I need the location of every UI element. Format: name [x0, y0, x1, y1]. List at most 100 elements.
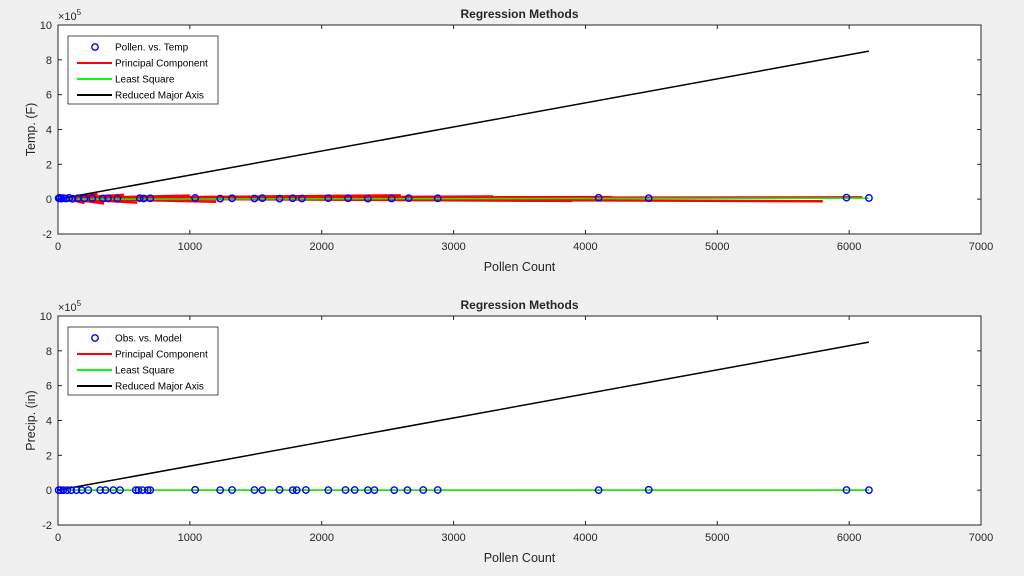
series-layer-bottom — [54, 341, 873, 495]
series-layer-top — [54, 50, 873, 205]
data-point — [275, 485, 284, 494]
legend-box-bottom — [67, 326, 219, 396]
data-point — [250, 194, 259, 203]
chart-title-bottom: Regression Methods — [460, 298, 578, 312]
data-point — [298, 194, 306, 203]
x-tick-label: 4000 — [573, 241, 597, 253]
y-tick-label: 4 — [46, 416, 52, 428]
data-point — [433, 486, 442, 494]
data-point — [250, 486, 259, 494]
data-point — [228, 486, 236, 494]
y-exponent-base-top: ×10 — [58, 11, 77, 23]
data-point — [80, 194, 89, 203]
data-point — [594, 193, 603, 202]
data-point — [138, 486, 147, 495]
y-exponent-power-bottom: 5 — [77, 299, 82, 308]
data-point — [146, 486, 155, 495]
y-tick-label: 2 — [46, 159, 52, 171]
data-point — [350, 486, 359, 494]
data-point — [216, 194, 225, 203]
data-point — [370, 486, 379, 495]
legend-entry-label: Principal Component — [115, 59, 208, 70]
x-axis-label-top: Pollen Count — [484, 260, 556, 274]
data-point — [143, 486, 152, 495]
reduced-major-axis-line — [57, 50, 870, 200]
data-point — [363, 194, 372, 203]
data-point — [258, 486, 267, 495]
data-point — [288, 486, 297, 495]
legend-entry-label: Obs. vs. Model — [115, 334, 182, 345]
reduced-major-axis-line — [57, 341, 870, 491]
x-tick-label: 0 — [55, 241, 61, 253]
x-tick-label: 0 — [55, 532, 61, 544]
data-point — [324, 194, 333, 203]
data-point — [116, 486, 124, 495]
x-tick-label: 3000 — [441, 532, 465, 544]
legend-entry-label: Pollen. vs. Temp — [115, 43, 189, 54]
y-ticks-bottom: -2 0 2 4 6 8 10 — [40, 311, 981, 532]
x-tick-label: 7000 — [969, 241, 993, 253]
data-point — [419, 486, 428, 494]
data-point — [63, 486, 72, 495]
y-exponent-bottom: ×105 — [58, 299, 82, 314]
least-square-line — [57, 197, 869, 200]
x-tick-label: 4000 — [573, 532, 597, 544]
data-point — [387, 194, 396, 203]
x-tick-label: 6000 — [837, 532, 861, 544]
chart-bottom: 0 1000 2000 3000 4000 5000 6000 7000 -20246810 … — [24, 298, 993, 565]
data-point — [113, 194, 122, 203]
legend-entry-label: Principal Component — [115, 350, 208, 361]
x-tick-label: 7000 — [969, 532, 993, 544]
data-point — [842, 486, 851, 494]
x-tick-label: 1000 — [178, 532, 202, 544]
y-exponent-power-top: 5 — [77, 8, 82, 17]
legend-top[interactable]: Pollen. vs. Temp Principal Component Least… — [67, 35, 219, 105]
y-tick-label: 10 — [40, 311, 52, 323]
data-point — [135, 194, 144, 203]
data-point — [96, 486, 105, 495]
y-exponent-base-bottom: ×10 — [58, 302, 77, 314]
y-axis-label-top: Temp. (F) — [24, 103, 38, 156]
data-point — [258, 194, 267, 203]
x-tick-label: 2000 — [309, 241, 333, 253]
data-point — [433, 194, 442, 203]
data-point — [594, 486, 603, 495]
data-point — [292, 486, 301, 495]
legend-marker-icon — [91, 43, 99, 51]
data-point — [98, 194, 107, 203]
y-tick-label: 0 — [46, 485, 52, 497]
y-exponent-top: ×105 — [58, 8, 82, 23]
data-point — [404, 194, 413, 203]
x-tick-label: 1000 — [178, 241, 202, 253]
x-ticks-bottom: 0 1000 2000 3000 4000 5000 6000 7000 — [55, 316, 993, 544]
data-point — [324, 486, 333, 495]
data-point — [65, 194, 74, 202]
x-tick-label: 2000 — [309, 532, 333, 544]
data-point — [146, 194, 155, 203]
data-point — [191, 194, 200, 202]
x-tick-label: 3000 — [441, 241, 465, 253]
data-point — [842, 193, 851, 202]
data-point — [390, 486, 399, 495]
data-point — [644, 485, 653, 494]
y-axis-label-bottom: Precip. (in) — [24, 390, 38, 450]
data-point — [644, 194, 653, 203]
data-point — [288, 194, 297, 203]
legend-bottom[interactable]: Obs. vs. Model Principal Component Least S… — [67, 326, 219, 396]
y-tick-label: 8 — [46, 346, 52, 358]
data-point — [275, 194, 284, 203]
x-ticks-top: 0 1000 2000 3000 4000 5000 6000 7000 — [55, 25, 993, 253]
legend-entry-label: Least Square — [115, 75, 175, 86]
y-tick-label: -2 — [42, 520, 52, 532]
y-tick-label: 2 — [46, 450, 52, 462]
data-point — [59, 486, 68, 495]
y-tick-label: 6 — [46, 90, 52, 102]
legend-box-top — [67, 35, 219, 105]
data-point — [88, 194, 97, 203]
data-point — [84, 486, 93, 495]
data-point — [67, 486, 76, 495]
data-point — [104, 194, 113, 203]
data-point — [134, 486, 143, 495]
x-tick-label: 6000 — [837, 241, 861, 253]
